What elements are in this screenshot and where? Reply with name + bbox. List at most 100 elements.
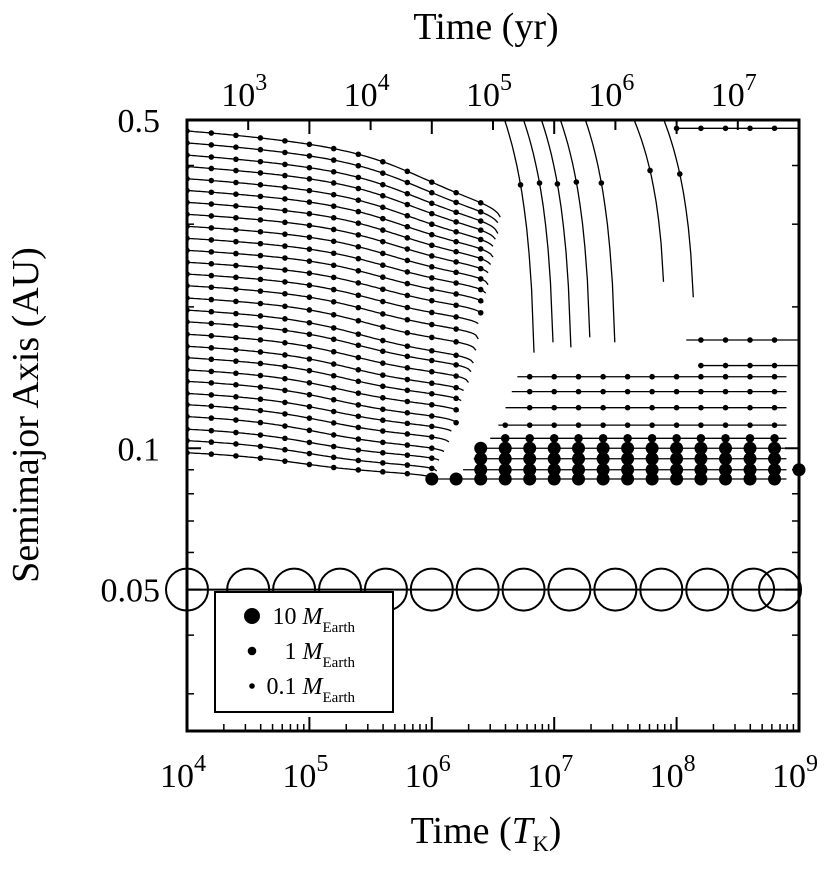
planet-marker xyxy=(429,368,435,375)
series-group xyxy=(187,120,799,486)
bottom-axis-title-close: ) xyxy=(549,810,562,852)
planet-marker xyxy=(282,387,288,394)
planet-marker xyxy=(233,370,239,377)
planet-marker xyxy=(257,313,264,319)
planet-marker xyxy=(330,336,337,343)
planet-marker xyxy=(282,255,288,261)
planet-marker xyxy=(380,181,386,188)
late-drop-marker xyxy=(554,181,561,187)
planet-marker xyxy=(306,391,313,398)
planet-marker xyxy=(330,432,337,438)
planet-marker xyxy=(429,445,435,451)
planet-marker xyxy=(355,378,362,385)
planet-marker xyxy=(306,222,313,229)
settled-marker xyxy=(525,434,535,443)
x-top-tick-label: 106 xyxy=(588,70,634,114)
settled-marker xyxy=(743,452,757,466)
planet-marker xyxy=(306,210,313,217)
planet-marker xyxy=(380,286,386,293)
planet-marker xyxy=(257,264,264,271)
planet-marker xyxy=(355,232,362,238)
planet-marker xyxy=(477,218,484,224)
planet-marker xyxy=(404,462,411,468)
planet-marker xyxy=(429,413,435,419)
settled-marker xyxy=(498,441,512,455)
x-tick-exponent: 7 xyxy=(561,751,573,777)
planet-marker xyxy=(330,385,337,391)
settled-marker xyxy=(474,463,488,477)
planet-marker xyxy=(380,469,386,475)
planet-marker xyxy=(380,406,386,413)
planet-marker xyxy=(306,319,313,326)
survivor-marker xyxy=(747,362,753,369)
planet-marker xyxy=(404,168,411,175)
planet-marker xyxy=(429,286,435,292)
planet-marker xyxy=(404,246,411,252)
planet-marker xyxy=(282,196,288,202)
planet-marker xyxy=(404,235,411,241)
survivor-marker xyxy=(722,125,729,132)
planet-marker xyxy=(404,376,411,383)
planet-marker xyxy=(233,298,239,305)
planet-marker xyxy=(306,258,313,264)
planet-marker xyxy=(429,423,435,430)
planet-marker xyxy=(380,360,386,366)
planet-marker xyxy=(233,322,239,329)
planet-marker xyxy=(429,465,435,472)
planet-marker xyxy=(208,249,215,255)
planet-marker xyxy=(233,250,239,257)
planet-marker xyxy=(404,280,411,287)
planet-marker xyxy=(355,304,362,311)
planet-marker xyxy=(404,398,411,405)
planet-marker xyxy=(208,333,215,339)
central-body-marker xyxy=(758,567,803,612)
planet-marker xyxy=(330,274,337,281)
settled-marker xyxy=(572,463,586,477)
planet-marker xyxy=(208,415,215,421)
planet-marker xyxy=(257,407,264,414)
planet-track xyxy=(187,130,501,218)
planet-marker xyxy=(380,460,386,466)
late-drop-track xyxy=(540,120,572,348)
late-drop-marker xyxy=(517,182,524,188)
settled-marker xyxy=(771,422,778,428)
planet-marker xyxy=(453,302,459,309)
planet-marker xyxy=(233,214,239,221)
planet-track xyxy=(187,428,440,461)
planet-marker xyxy=(306,199,313,205)
settled-marker xyxy=(771,404,778,411)
planet-marker xyxy=(233,394,239,400)
planet-marker xyxy=(330,454,337,461)
planet-marker xyxy=(306,141,313,148)
x-top-tick-exponent: 3 xyxy=(255,70,267,96)
y-tick-label: 0.05 xyxy=(101,573,161,610)
planet-marker xyxy=(380,324,386,330)
planet-marker xyxy=(208,356,215,363)
settled-marker xyxy=(600,388,606,395)
planet-marker xyxy=(306,380,313,386)
settled-marker xyxy=(547,441,561,455)
planet-marker xyxy=(429,390,435,397)
x-tick-label: 106 xyxy=(405,751,451,795)
planet-marker xyxy=(306,343,313,350)
legend-subscript: Earth xyxy=(323,690,356,706)
planet-marker xyxy=(429,380,435,387)
planet-marker xyxy=(306,439,313,446)
planet-marker xyxy=(330,214,337,221)
settled-marker xyxy=(526,422,533,428)
settled-marker xyxy=(549,434,559,443)
planet-marker xyxy=(429,253,435,259)
planet-marker xyxy=(208,451,215,457)
settled-marker xyxy=(621,452,635,466)
central-body-marker xyxy=(409,567,454,612)
legend-symbol: M xyxy=(302,674,325,700)
settled-marker xyxy=(694,441,708,455)
planet-marker xyxy=(404,292,411,299)
planet-marker xyxy=(330,262,337,269)
planet-marker xyxy=(208,345,215,351)
planet-marker xyxy=(404,442,411,448)
late-drop-marker xyxy=(573,179,580,185)
planet-marker xyxy=(208,201,215,207)
late-drop-track xyxy=(559,120,591,338)
